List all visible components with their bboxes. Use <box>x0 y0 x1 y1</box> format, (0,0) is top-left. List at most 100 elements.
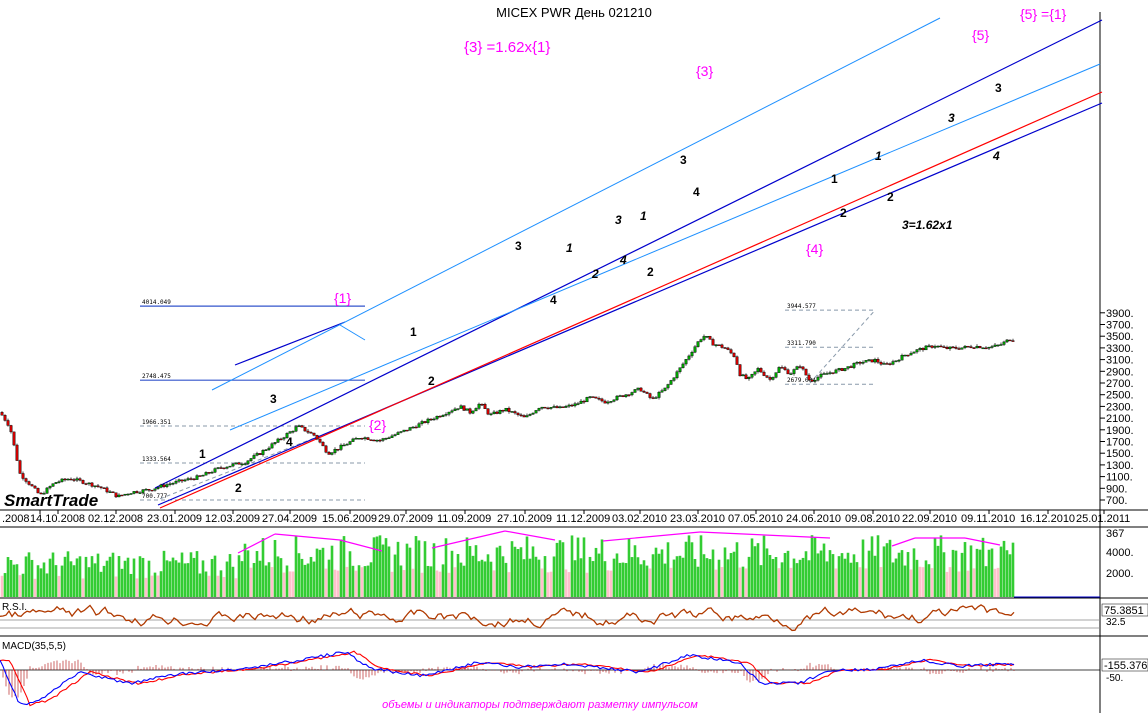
volume-bar <box>603 561 607 597</box>
candle-body <box>141 489 145 493</box>
candle-body <box>903 354 907 357</box>
x-tick-label: 27.10.2009 <box>497 513 552 525</box>
volume-bar <box>606 570 610 597</box>
volume-bar <box>927 564 931 597</box>
volume-bar <box>252 563 256 597</box>
candle-body <box>267 447 271 450</box>
candle-body <box>177 479 181 482</box>
volume-tick-label: 4000. <box>1106 547 1134 559</box>
x-tick-label: 23.03.2010 <box>670 513 725 525</box>
volume-bar <box>621 562 625 597</box>
candle-body <box>432 418 436 421</box>
volume-bar <box>165 560 169 597</box>
candle-body <box>939 345 943 348</box>
volume-bar <box>645 565 649 597</box>
candle-body <box>66 478 70 481</box>
candle-body <box>663 387 667 391</box>
volume-bar <box>594 547 598 597</box>
candle-body <box>129 493 133 495</box>
volume-bar <box>84 556 88 597</box>
candle-body <box>243 463 247 465</box>
volume-bar <box>504 562 508 597</box>
candle-body <box>951 346 955 349</box>
candle-body <box>744 374 748 379</box>
candle-body <box>624 394 628 397</box>
volume-bar <box>627 538 631 597</box>
volume-bar <box>297 553 301 597</box>
volume-bar <box>921 567 925 597</box>
candle-body <box>249 458 253 461</box>
candle-body <box>240 463 244 466</box>
candle-body <box>843 368 847 371</box>
macd-line <box>0 651 1015 706</box>
y-tick-label: 3900. <box>1106 308 1134 320</box>
candle-body <box>789 373 793 375</box>
candle-body <box>54 482 58 484</box>
volume-bar <box>303 564 307 597</box>
volume-bar <box>750 538 754 597</box>
volume-bar <box>978 549 982 597</box>
candle-body <box>384 437 388 440</box>
candle-body <box>582 400 586 403</box>
volume-bar <box>249 567 253 597</box>
candle-body <box>156 487 160 489</box>
candle-body <box>543 406 547 409</box>
volume-bar <box>579 558 583 597</box>
volume-bar <box>132 558 136 597</box>
volume-bar <box>675 556 679 597</box>
candle-body <box>357 438 361 440</box>
candle-body <box>102 487 106 489</box>
y-tick-label: 3100. <box>1106 355 1134 367</box>
candle-body <box>480 403 484 406</box>
volume-bar <box>180 552 184 597</box>
candle-body <box>798 366 802 368</box>
wave-label-major: {1} <box>334 290 351 306</box>
volume-bar <box>276 556 280 597</box>
volume-bar <box>192 557 196 597</box>
y-tick-label: 2700. <box>1106 378 1134 390</box>
candle-body <box>456 408 460 410</box>
volume-bar <box>732 551 736 597</box>
volume-bar <box>981 537 985 597</box>
volume-bar <box>336 570 340 597</box>
volume-bar <box>381 544 385 597</box>
volume-bar <box>228 554 232 597</box>
volume-bar <box>774 557 778 597</box>
volume-bar <box>111 552 115 597</box>
candle-body <box>522 415 526 418</box>
y-tick-label: 1100. <box>1106 472 1133 484</box>
candle-body <box>786 369 790 375</box>
volume-bar <box>822 543 826 597</box>
x-tick-label: 23.01.2009 <box>147 513 202 525</box>
volume-bar <box>288 571 292 597</box>
wave-label-minor: 1 <box>566 241 573 255</box>
volume-bar <box>48 558 52 597</box>
volume-bar <box>762 535 766 597</box>
volume-bar <box>225 561 229 597</box>
volume-bar <box>378 535 382 597</box>
candlestick-series <box>0 334 1015 499</box>
wave-label-minor: 4 <box>693 185 700 199</box>
volume-bar <box>372 537 376 597</box>
candle-body <box>993 344 997 347</box>
candle-body <box>573 403 577 407</box>
candle-body <box>873 359 877 363</box>
x-tick-label: 14.10.2008 <box>30 513 85 525</box>
volume-bar <box>735 542 739 597</box>
candle-body <box>588 396 592 398</box>
candle-body <box>510 411 514 413</box>
volume-bar <box>201 560 205 597</box>
volume-bar <box>660 549 664 597</box>
volume-bar <box>417 540 421 597</box>
volume-bar <box>108 556 112 597</box>
candle-body <box>69 478 73 481</box>
candle-body <box>855 362 859 364</box>
volume-bar <box>354 570 358 597</box>
volume-bar <box>291 571 295 597</box>
volume-bar <box>405 543 409 597</box>
candle-body <box>954 347 958 349</box>
footer-note: объемы и индикаторы подтверждают разметк… <box>382 699 698 711</box>
candle-body <box>312 432 316 436</box>
volume-bar <box>957 571 961 597</box>
candle-body <box>945 347 949 350</box>
